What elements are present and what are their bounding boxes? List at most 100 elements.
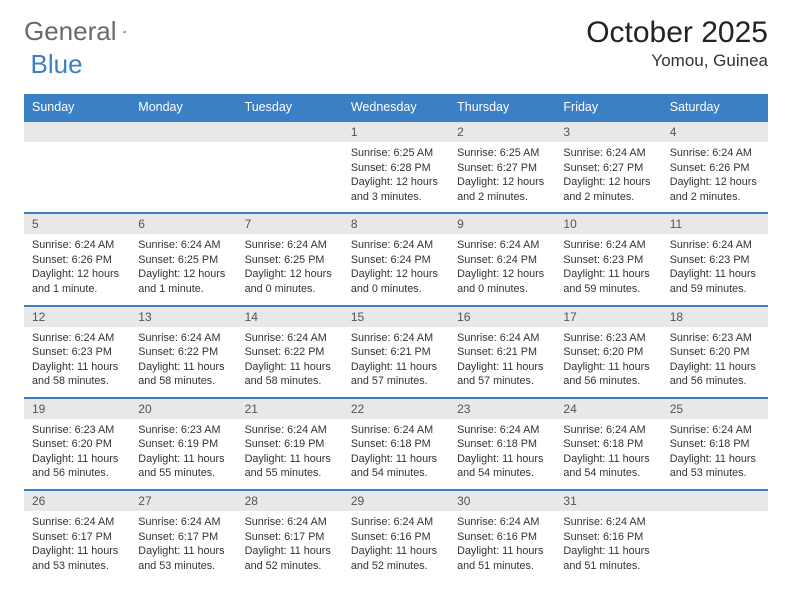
day-content: Sunrise: 6:24 AMSunset: 6:22 PMDaylight:…	[130, 327, 236, 397]
day-daylight: Daylight: 12 hours and 0 minutes.	[351, 267, 441, 296]
day-number: 14	[237, 307, 343, 327]
day-header: Thursday	[449, 94, 555, 121]
day-sunrise: Sunrise: 6:24 AM	[351, 423, 441, 438]
day-daylight: Daylight: 11 hours and 51 minutes.	[457, 544, 547, 573]
day-sunrise: Sunrise: 6:24 AM	[32, 331, 122, 346]
day-content: Sunrise: 6:23 AMSunset: 6:19 PMDaylight:…	[130, 419, 236, 489]
day-sunrise: Sunrise: 6:25 AM	[351, 146, 441, 161]
day-sunrise: Sunrise: 6:24 AM	[457, 238, 547, 253]
day-sunset: Sunset: 6:16 PM	[563, 530, 653, 545]
day-sunset: Sunset: 6:28 PM	[351, 161, 441, 176]
calendar-cell: 6Sunrise: 6:24 AMSunset: 6:25 PMDaylight…	[130, 213, 236, 305]
day-number: 16	[449, 307, 555, 327]
day-content: Sunrise: 6:24 AMSunset: 6:16 PMDaylight:…	[343, 511, 449, 581]
day-daylight: Daylight: 12 hours and 1 minute.	[32, 267, 122, 296]
calendar-cell: 24Sunrise: 6:24 AMSunset: 6:18 PMDayligh…	[555, 398, 661, 490]
day-content: Sunrise: 6:24 AMSunset: 6:17 PMDaylight:…	[237, 511, 343, 581]
day-daylight: Daylight: 11 hours and 54 minutes.	[351, 452, 441, 481]
day-sunset: Sunset: 6:23 PM	[563, 253, 653, 268]
empty-day	[662, 491, 768, 511]
calendar-cell: 21Sunrise: 6:24 AMSunset: 6:19 PMDayligh…	[237, 398, 343, 490]
day-content: Sunrise: 6:24 AMSunset: 6:25 PMDaylight:…	[237, 234, 343, 304]
calendar-cell: 16Sunrise: 6:24 AMSunset: 6:21 PMDayligh…	[449, 306, 555, 398]
day-content: Sunrise: 6:24 AMSunset: 6:21 PMDaylight:…	[449, 327, 555, 397]
calendar-cell: 27Sunrise: 6:24 AMSunset: 6:17 PMDayligh…	[130, 490, 236, 581]
day-daylight: Daylight: 11 hours and 59 minutes.	[670, 267, 760, 296]
day-sunset: Sunset: 6:16 PM	[457, 530, 547, 545]
day-content: Sunrise: 6:24 AMSunset: 6:18 PMDaylight:…	[343, 419, 449, 489]
calendar-cell: 20Sunrise: 6:23 AMSunset: 6:19 PMDayligh…	[130, 398, 236, 490]
day-number: 9	[449, 214, 555, 234]
day-sunset: Sunset: 6:17 PM	[245, 530, 335, 545]
day-number: 25	[662, 399, 768, 419]
calendar-week-row: 5Sunrise: 6:24 AMSunset: 6:26 PMDaylight…	[24, 213, 768, 305]
day-sunset: Sunset: 6:23 PM	[670, 253, 760, 268]
day-header: Tuesday	[237, 94, 343, 121]
day-sunrise: Sunrise: 6:24 AM	[457, 515, 547, 530]
day-daylight: Daylight: 11 hours and 57 minutes.	[351, 360, 441, 389]
day-sunset: Sunset: 6:23 PM	[32, 345, 122, 360]
day-content: Sunrise: 6:24 AMSunset: 6:23 PMDaylight:…	[555, 234, 661, 304]
day-daylight: Daylight: 11 hours and 53 minutes.	[32, 544, 122, 573]
day-content: Sunrise: 6:24 AMSunset: 6:23 PMDaylight:…	[24, 327, 130, 397]
day-sunset: Sunset: 6:25 PM	[138, 253, 228, 268]
calendar-week-row: 1Sunrise: 6:25 AMSunset: 6:28 PMDaylight…	[24, 121, 768, 213]
day-sunset: Sunset: 6:18 PM	[563, 437, 653, 452]
calendar-cell: 26Sunrise: 6:24 AMSunset: 6:17 PMDayligh…	[24, 490, 130, 581]
day-sunrise: Sunrise: 6:24 AM	[245, 515, 335, 530]
day-daylight: Daylight: 12 hours and 1 minute.	[138, 267, 228, 296]
day-content: Sunrise: 6:24 AMSunset: 6:24 PMDaylight:…	[343, 234, 449, 304]
day-number: 4	[662, 122, 768, 142]
day-sunrise: Sunrise: 6:24 AM	[351, 515, 441, 530]
day-sunrise: Sunrise: 6:24 AM	[138, 238, 228, 253]
day-daylight: Daylight: 11 hours and 56 minutes.	[670, 360, 760, 389]
calendar-cell	[24, 121, 130, 213]
day-header: Monday	[130, 94, 236, 121]
day-sunset: Sunset: 6:20 PM	[563, 345, 653, 360]
calendar-cell: 31Sunrise: 6:24 AMSunset: 6:16 PMDayligh…	[555, 490, 661, 581]
calendar-cell: 12Sunrise: 6:24 AMSunset: 6:23 PMDayligh…	[24, 306, 130, 398]
day-daylight: Daylight: 12 hours and 0 minutes.	[457, 267, 547, 296]
day-number: 5	[24, 214, 130, 234]
day-daylight: Daylight: 12 hours and 0 minutes.	[245, 267, 335, 296]
day-content: Sunrise: 6:24 AMSunset: 6:18 PMDaylight:…	[555, 419, 661, 489]
day-sunset: Sunset: 6:18 PM	[457, 437, 547, 452]
day-daylight: Daylight: 11 hours and 58 minutes.	[32, 360, 122, 389]
calendar-cell: 22Sunrise: 6:24 AMSunset: 6:18 PMDayligh…	[343, 398, 449, 490]
day-sunrise: Sunrise: 6:23 AM	[670, 331, 760, 346]
day-content: Sunrise: 6:24 AMSunset: 6:21 PMDaylight:…	[343, 327, 449, 397]
day-sunrise: Sunrise: 6:24 AM	[457, 423, 547, 438]
day-number: 10	[555, 214, 661, 234]
calendar-cell: 11Sunrise: 6:24 AMSunset: 6:23 PMDayligh…	[662, 213, 768, 305]
day-sunset: Sunset: 6:26 PM	[670, 161, 760, 176]
day-number: 15	[343, 307, 449, 327]
day-content: Sunrise: 6:24 AMSunset: 6:27 PMDaylight:…	[555, 142, 661, 212]
calendar-cell: 19Sunrise: 6:23 AMSunset: 6:20 PMDayligh…	[24, 398, 130, 490]
day-sunset: Sunset: 6:26 PM	[32, 253, 122, 268]
day-number: 21	[237, 399, 343, 419]
day-number: 22	[343, 399, 449, 419]
calendar-cell: 10Sunrise: 6:24 AMSunset: 6:23 PMDayligh…	[555, 213, 661, 305]
day-sunrise: Sunrise: 6:24 AM	[351, 238, 441, 253]
day-sunset: Sunset: 6:19 PM	[138, 437, 228, 452]
day-sunrise: Sunrise: 6:23 AM	[138, 423, 228, 438]
calendar-cell: 25Sunrise: 6:24 AMSunset: 6:18 PMDayligh…	[662, 398, 768, 490]
calendar-cell: 8Sunrise: 6:24 AMSunset: 6:24 PMDaylight…	[343, 213, 449, 305]
day-content: Sunrise: 6:23 AMSunset: 6:20 PMDaylight:…	[555, 327, 661, 397]
day-content: Sunrise: 6:25 AMSunset: 6:28 PMDaylight:…	[343, 142, 449, 212]
day-daylight: Daylight: 11 hours and 56 minutes.	[32, 452, 122, 481]
day-content: Sunrise: 6:24 AMSunset: 6:16 PMDaylight:…	[555, 511, 661, 581]
empty-day	[130, 122, 236, 142]
day-number: 30	[449, 491, 555, 511]
day-sunrise: Sunrise: 6:24 AM	[32, 515, 122, 530]
day-content: Sunrise: 6:24 AMSunset: 6:18 PMDaylight:…	[449, 419, 555, 489]
calendar-cell: 13Sunrise: 6:24 AMSunset: 6:22 PMDayligh…	[130, 306, 236, 398]
calendar-week-row: 26Sunrise: 6:24 AMSunset: 6:17 PMDayligh…	[24, 490, 768, 581]
day-header: Saturday	[662, 94, 768, 121]
day-number: 13	[130, 307, 236, 327]
calendar-cell: 14Sunrise: 6:24 AMSunset: 6:22 PMDayligh…	[237, 306, 343, 398]
calendar-cell: 5Sunrise: 6:24 AMSunset: 6:26 PMDaylight…	[24, 213, 130, 305]
day-sunset: Sunset: 6:16 PM	[351, 530, 441, 545]
day-number: 19	[24, 399, 130, 419]
calendar-body: 1Sunrise: 6:25 AMSunset: 6:28 PMDaylight…	[24, 121, 768, 581]
